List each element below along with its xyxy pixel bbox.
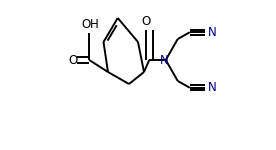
Text: H: H [90,18,99,31]
Text: N: N [208,81,216,94]
Text: O: O [68,54,78,66]
Text: O: O [82,18,91,31]
Text: N: N [160,54,169,67]
Text: N: N [208,26,216,39]
Text: O: O [142,15,151,28]
